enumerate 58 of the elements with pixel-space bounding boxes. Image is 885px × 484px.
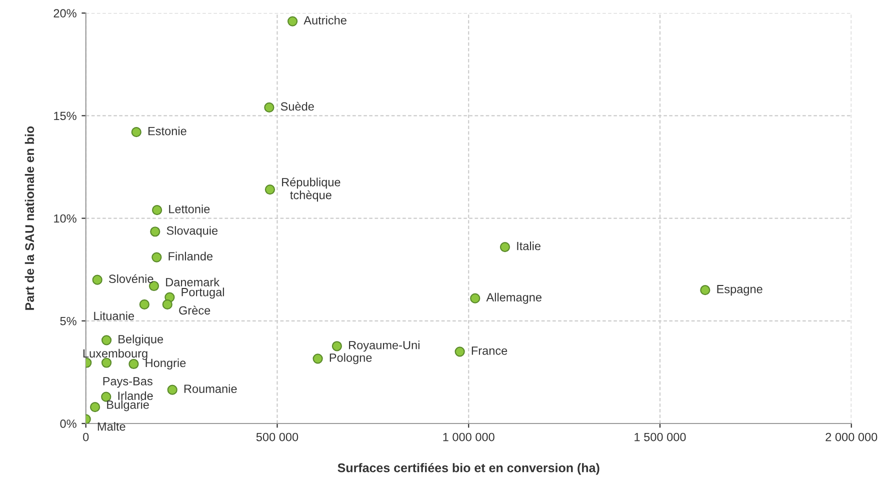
point — [700, 285, 710, 296]
annotation: Lettonie — [169, 204, 210, 214]
annotation: Bulgarie — [107, 400, 149, 412]
y-axis-title: Part de la SAU nationale en bio — [24, 126, 34, 310]
y-tick-label: 5% — [60, 316, 76, 326]
point — [90, 402, 100, 412]
annotation: Royaume-Uni — [349, 340, 420, 352]
point — [264, 102, 274, 113]
y-tick-label: 15% — [54, 112, 76, 120]
point — [312, 354, 323, 364]
annotation: Irlande — [118, 391, 153, 400]
annotation: Finlande — [168, 252, 213, 260]
annotation: Autriche — [304, 16, 346, 24]
point — [92, 274, 102, 285]
annotation: Lituanie — [94, 311, 134, 320]
x-tick-label: 1 000 000 — [443, 432, 494, 442]
x-tick-label: 1 500 000 — [634, 432, 686, 442]
annotation: Grèce — [179, 306, 210, 315]
annotation: Danemark — [166, 278, 220, 286]
annotation: Roumanie — [184, 384, 237, 394]
point — [101, 335, 112, 346]
x-axis-title: Surfaces certifiées bio et en conversion (ha) — [338, 462, 600, 475]
y-tick-label: 10% — [54, 214, 76, 223]
x-tick-label: 2 000 000 — [826, 432, 878, 442]
point — [500, 242, 510, 252]
point — [139, 299, 150, 310]
point — [152, 252, 162, 262]
point — [162, 299, 172, 310]
annotation: Allemagne — [486, 292, 542, 304]
point — [152, 205, 162, 216]
point — [264, 184, 276, 195]
annotation: Pologne — [330, 353, 372, 364]
annotation: République tchèque — [282, 178, 340, 202]
annotation: Estonie — [148, 126, 186, 136]
annotation: Belgique — [118, 334, 164, 346]
point — [131, 127, 142, 138]
point — [287, 16, 298, 26]
point — [167, 384, 178, 395]
annotation: France — [472, 346, 508, 355]
point — [454, 346, 465, 357]
annotation: Italie — [517, 242, 540, 250]
annotation: Hongrie — [146, 358, 186, 370]
point — [101, 392, 112, 402]
point — [150, 226, 160, 237]
annotation: Espagne — [717, 285, 762, 296]
x-tick-label: 0 — [83, 432, 89, 442]
annotation: Portugal — [182, 288, 224, 299]
annotation: Slovaquie — [166, 226, 218, 238]
annotation: Suède — [280, 102, 314, 111]
point — [332, 341, 342, 352]
annotation: Slovénie — [108, 274, 154, 284]
y-tick-label: 0% — [60, 420, 76, 428]
annotation: Pays-Bas — [103, 377, 152, 388]
x-tick-label: 500 000 — [256, 432, 298, 442]
point — [470, 293, 480, 304]
annotation: Luxembourg — [83, 348, 148, 360]
annotation: Malte — [98, 422, 126, 431]
y-tick-label: 20% — [54, 9, 76, 18]
